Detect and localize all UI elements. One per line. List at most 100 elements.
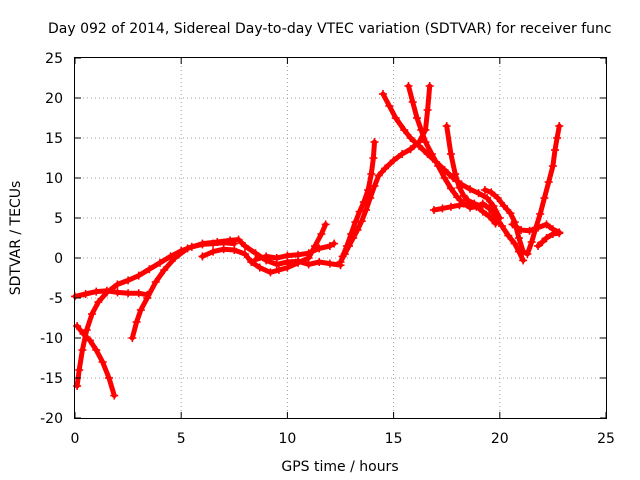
data-point	[240, 250, 249, 258]
data-point	[514, 234, 523, 242]
data-point	[359, 198, 368, 206]
data-point	[94, 298, 103, 306]
data-point	[78, 346, 87, 354]
data-point	[198, 252, 207, 261]
y-tick-label: -10	[40, 331, 63, 347]
series-line	[74, 240, 237, 389]
data-point	[98, 358, 107, 366]
data-point	[504, 231, 513, 240]
data-point	[538, 238, 547, 246]
x-tick-label: 20	[491, 431, 509, 447]
data-point	[446, 150, 455, 158]
series-line	[253, 241, 337, 263]
data-point	[463, 199, 472, 208]
series-trace-e	[198, 220, 330, 277]
y-tick-label: -5	[49, 291, 63, 307]
data-point	[104, 374, 113, 382]
y-tick-label: 10	[45, 171, 63, 187]
data-point	[551, 146, 560, 154]
data-point	[510, 239, 519, 248]
y-ticks: -20 -15 -10 -5 0 5 10 15 20 25	[40, 51, 606, 427]
data-point	[274, 266, 283, 274]
data-point	[79, 330, 88, 338]
data-layer	[71, 82, 564, 400]
data-point	[440, 174, 449, 182]
data-point	[369, 154, 378, 162]
series-trace-l	[429, 199, 500, 228]
data-point	[455, 201, 464, 210]
x-tick-label: 0	[71, 431, 80, 447]
data-point	[542, 234, 551, 242]
data-point	[389, 156, 398, 165]
x-ticks: 0 5 10 15 20 25	[71, 58, 615, 447]
data-point	[497, 222, 506, 230]
data-point	[124, 289, 133, 298]
chart-title: Day 092 of 2014, Sidereal Day-to-day VTE…	[48, 21, 612, 37]
data-point	[508, 220, 517, 229]
data-point	[427, 150, 436, 158]
data-point	[136, 306, 145, 314]
data-point	[132, 318, 141, 326]
x-axis-label: GPS time / hours	[281, 459, 398, 475]
data-point	[272, 254, 281, 262]
data-point	[342, 242, 351, 250]
data-point	[523, 250, 532, 258]
data-point	[355, 207, 364, 216]
data-point	[325, 242, 334, 250]
data-point	[455, 183, 464, 192]
data-point	[519, 247, 528, 256]
x-tick-label: 10	[278, 431, 296, 447]
x-tick-label: 25	[597, 431, 615, 447]
data-point	[421, 138, 430, 146]
data-point	[483, 194, 492, 202]
data-point	[262, 252, 271, 261]
data-point	[251, 255, 260, 264]
data-point	[87, 310, 96, 318]
data-point	[317, 230, 326, 238]
data-point	[183, 244, 192, 253]
data-point	[315, 258, 324, 266]
data-point	[446, 184, 455, 193]
data-point	[398, 150, 407, 158]
data-point	[113, 288, 122, 297]
plot-frame	[74, 57, 607, 419]
data-point	[155, 258, 164, 267]
series-trace-a	[73, 238, 239, 390]
data-point	[374, 171, 383, 180]
data-point	[459, 191, 468, 200]
data-point	[81, 290, 90, 298]
data-point	[370, 182, 379, 190]
data-point	[381, 164, 390, 173]
y-tick-label: 5	[54, 211, 63, 227]
series-trace-c	[73, 322, 119, 400]
grid-lines	[75, 58, 606, 418]
data-point	[336, 258, 345, 266]
data-point	[209, 247, 218, 256]
data-point	[417, 126, 426, 134]
data-point	[555, 122, 564, 130]
y-tick-label: -15	[40, 371, 63, 387]
series-trace-h	[338, 138, 379, 261]
data-point	[370, 138, 379, 146]
data-point	[506, 209, 515, 218]
series-trace-f	[251, 239, 339, 264]
data-point	[230, 246, 239, 254]
data-point	[544, 178, 553, 186]
data-point	[525, 226, 534, 235]
data-point	[110, 391, 119, 400]
data-point	[102, 286, 111, 295]
data-point	[485, 204, 494, 213]
data-point	[489, 202, 498, 210]
y-tick-label: 0	[54, 251, 63, 267]
data-point	[283, 251, 292, 260]
x-tick-label: 5	[177, 431, 186, 447]
data-point	[219, 245, 228, 254]
series-line	[340, 139, 377, 259]
series-line	[535, 230, 562, 249]
data-point	[294, 250, 303, 259]
data-point	[412, 114, 421, 122]
y-axis-label: SDTVAR / TECUs	[8, 181, 24, 296]
data-point	[453, 193, 462, 202]
data-point	[338, 252, 347, 261]
